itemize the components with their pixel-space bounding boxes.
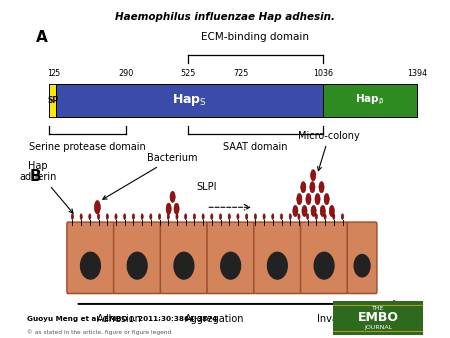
Ellipse shape [150, 214, 152, 219]
Ellipse shape [176, 214, 178, 219]
Ellipse shape [310, 170, 316, 181]
FancyBboxPatch shape [56, 84, 323, 117]
Ellipse shape [297, 193, 302, 205]
FancyBboxPatch shape [207, 222, 254, 293]
FancyBboxPatch shape [301, 222, 348, 293]
Text: Invasion: Invasion [316, 314, 357, 324]
Ellipse shape [342, 214, 344, 219]
Ellipse shape [315, 214, 317, 219]
Ellipse shape [132, 214, 135, 219]
Ellipse shape [158, 214, 161, 219]
FancyBboxPatch shape [254, 222, 301, 293]
Ellipse shape [202, 214, 204, 219]
Ellipse shape [298, 214, 300, 219]
Ellipse shape [194, 214, 195, 219]
Ellipse shape [302, 206, 307, 217]
Ellipse shape [80, 214, 82, 219]
Ellipse shape [333, 214, 335, 219]
Ellipse shape [306, 193, 311, 205]
Ellipse shape [72, 214, 73, 219]
Ellipse shape [267, 252, 287, 279]
Ellipse shape [166, 203, 171, 214]
Text: Haemophilus influenzae Hap adhesin.: Haemophilus influenzae Hap adhesin. [115, 12, 335, 22]
Text: 525: 525 [180, 69, 195, 78]
Ellipse shape [174, 252, 194, 279]
Text: Micro-colony: Micro-colony [298, 131, 360, 171]
Ellipse shape [289, 214, 291, 219]
Ellipse shape [237, 214, 239, 219]
FancyBboxPatch shape [67, 222, 114, 293]
Text: B: B [30, 169, 42, 184]
Ellipse shape [280, 214, 283, 219]
Ellipse shape [98, 214, 99, 219]
Ellipse shape [329, 206, 334, 217]
Ellipse shape [89, 214, 91, 219]
Text: 1394: 1394 [407, 69, 427, 78]
Ellipse shape [221, 252, 241, 279]
Text: Adhesion: Adhesion [97, 314, 142, 324]
Ellipse shape [127, 252, 147, 279]
Ellipse shape [320, 206, 325, 217]
Text: EMBO: EMBO [357, 311, 399, 324]
Ellipse shape [306, 214, 309, 219]
Text: 1036: 1036 [313, 69, 333, 78]
Ellipse shape [319, 182, 324, 193]
FancyBboxPatch shape [323, 84, 417, 117]
Text: SLPI: SLPI [196, 183, 216, 192]
Ellipse shape [272, 214, 274, 219]
Ellipse shape [94, 200, 100, 214]
Text: Hap
adherin: Hap adherin [19, 161, 73, 213]
Ellipse shape [263, 214, 265, 219]
Text: Hap$_\mathsf{\beta}$: Hap$_\mathsf{\beta}$ [356, 93, 385, 107]
Ellipse shape [124, 214, 126, 219]
Ellipse shape [254, 214, 256, 219]
Ellipse shape [315, 193, 320, 205]
FancyBboxPatch shape [160, 222, 207, 293]
Text: Hap$_\mathsf{S}$: Hap$_\mathsf{S}$ [172, 92, 207, 108]
Text: THE: THE [372, 306, 384, 311]
Text: SP: SP [47, 96, 58, 105]
Text: © as stated in the article, figure or figure legend: © as stated in the article, figure or fi… [27, 329, 171, 335]
Ellipse shape [115, 214, 117, 219]
Ellipse shape [301, 182, 306, 193]
Ellipse shape [324, 214, 326, 219]
Text: Serine protease domain: Serine protease domain [29, 142, 146, 152]
Ellipse shape [228, 214, 230, 219]
Text: Bacterium: Bacterium [103, 153, 198, 199]
Ellipse shape [246, 214, 248, 219]
Text: 725: 725 [233, 69, 248, 78]
Ellipse shape [141, 214, 143, 219]
Ellipse shape [81, 252, 100, 279]
Text: JOURNAL: JOURNAL [364, 325, 392, 330]
Text: Guoyu Meng et al. EMBO J. 2011;30:3864-3874: Guoyu Meng et al. EMBO J. 2011;30:3864-3… [27, 316, 217, 322]
Text: 1: 1 [47, 69, 52, 78]
Ellipse shape [106, 214, 108, 219]
Ellipse shape [184, 214, 187, 219]
Text: 290: 290 [118, 69, 133, 78]
Text: ECM-binding domain: ECM-binding domain [201, 31, 309, 42]
Ellipse shape [354, 255, 370, 277]
Ellipse shape [324, 193, 329, 205]
Ellipse shape [314, 252, 334, 279]
Ellipse shape [311, 206, 316, 217]
Ellipse shape [167, 214, 169, 219]
Text: 25: 25 [51, 69, 61, 78]
Ellipse shape [293, 206, 298, 217]
Text: Aggregation: Aggregation [184, 314, 244, 324]
Ellipse shape [174, 203, 179, 214]
FancyBboxPatch shape [50, 84, 56, 117]
Ellipse shape [310, 182, 315, 193]
Text: A: A [36, 30, 48, 45]
Ellipse shape [170, 191, 175, 202]
FancyBboxPatch shape [113, 222, 161, 293]
Ellipse shape [211, 214, 213, 219]
Ellipse shape [220, 214, 222, 219]
Text: SAAT domain: SAAT domain [223, 142, 288, 152]
FancyBboxPatch shape [347, 222, 377, 293]
